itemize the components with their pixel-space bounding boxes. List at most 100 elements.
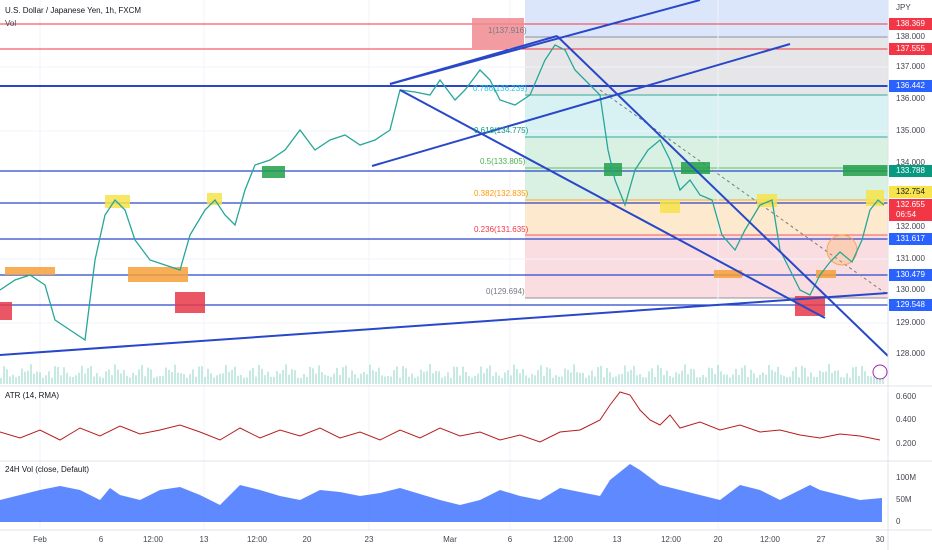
- volume-bar: [354, 374, 356, 384]
- volume-bar: [201, 366, 203, 384]
- volume-bar: [408, 376, 410, 384]
- price-label: 129.548: [896, 300, 925, 309]
- volume-bar: [63, 367, 65, 384]
- volume-bar: [183, 374, 185, 384]
- countdown: 06:54: [896, 210, 917, 219]
- volume-bar: [177, 372, 179, 384]
- volume-bar: [231, 369, 233, 384]
- volume-bar: [75, 375, 77, 384]
- volume-bar: [624, 365, 626, 384]
- volume-bar: [204, 376, 206, 384]
- volume-bar: [315, 373, 317, 384]
- volume-bar: [117, 369, 119, 384]
- price-label: 137.555: [896, 44, 925, 53]
- volume-bar: [243, 377, 245, 384]
- volume-bar: [270, 376, 272, 384]
- volume-bar: [549, 368, 551, 384]
- time-tick: 12:00: [661, 535, 682, 544]
- volume-bar: [855, 366, 857, 384]
- volume-bar: [696, 377, 698, 384]
- time-tick: 13: [613, 535, 622, 544]
- volume-bar: [435, 371, 437, 384]
- volume-bar: [135, 375, 137, 384]
- volume-bar: [15, 377, 17, 384]
- volume-bar: [753, 373, 755, 384]
- volume-bar: [672, 377, 674, 384]
- volume-bar: [411, 373, 413, 384]
- price-tick: 135.000: [896, 126, 925, 135]
- volume-bar: [390, 376, 392, 384]
- price-tick: 132.000: [896, 222, 925, 231]
- price-label: 132.655: [896, 200, 925, 209]
- symbol-title: U.S. Dollar / Japanese Yen, 1h, FXCM: [5, 6, 141, 15]
- volume-bar: [660, 368, 662, 384]
- volume-bar: [9, 376, 11, 384]
- volume-bar: [234, 366, 236, 384]
- price-label-bg: [889, 199, 932, 221]
- volume-bar: [288, 374, 290, 384]
- fib-zones: [525, 0, 888, 299]
- volume-bar: [312, 368, 314, 384]
- volume-bar: [156, 376, 158, 384]
- volume-bar: [381, 375, 383, 384]
- volume-bar: [24, 371, 26, 384]
- volume-bar: [129, 377, 131, 384]
- volume-bar: [456, 366, 458, 384]
- volume-bar: [816, 376, 818, 384]
- volume-bar: [162, 376, 164, 384]
- volume-bar: [531, 374, 533, 384]
- volume-bar: [192, 369, 194, 384]
- price-label-bg: [889, 186, 932, 198]
- time-tick: 12:00: [553, 535, 574, 544]
- time-tick: 13: [200, 535, 209, 544]
- vol24-tick: 50M: [896, 495, 912, 504]
- volume-bar: [93, 376, 95, 384]
- volume-bar: [522, 369, 524, 384]
- volume-bar: [6, 369, 8, 384]
- volume-bar: [36, 371, 38, 384]
- volume-bar: [786, 377, 788, 384]
- volume-bar: [735, 368, 737, 384]
- volume-bar: [51, 377, 53, 384]
- volume-bar: [150, 369, 152, 384]
- volume-bar: [864, 371, 866, 384]
- atr-tick: 0.400: [896, 415, 917, 424]
- volume-bar: [780, 374, 782, 384]
- vol24-tick: 100M: [896, 473, 916, 482]
- volume-bar: [615, 376, 617, 384]
- volume-bar: [705, 377, 707, 384]
- volume-bar: [588, 375, 590, 384]
- volume-bar: [627, 371, 629, 384]
- volume-bar: [795, 366, 797, 384]
- price-tick: 129.000: [896, 318, 925, 327]
- volume-bar: [489, 365, 491, 384]
- volume-bar: [585, 377, 587, 384]
- volume-bar: [714, 374, 716, 384]
- fib-label: 0.382(132.835): [474, 189, 529, 198]
- volume-bar: [396, 366, 398, 384]
- volume-bar: [741, 367, 743, 384]
- volume-bar: [180, 373, 182, 384]
- price-label: 132.754: [896, 187, 925, 196]
- volume-bar: [678, 373, 680, 384]
- alert-icon[interactable]: [872, 364, 888, 380]
- volume-bar: [54, 366, 56, 384]
- volume-bar: [402, 365, 404, 384]
- volume-bar: [633, 365, 635, 384]
- volume-bar: [375, 371, 377, 384]
- volume-bar: [789, 376, 791, 384]
- volume-bar: [597, 366, 599, 384]
- volume-bar: [303, 374, 305, 384]
- volume-bar: [282, 370, 284, 384]
- time-tick: 27: [817, 535, 826, 544]
- volume-bar: [189, 374, 191, 384]
- volume-bar: [57, 367, 59, 384]
- volume-bar: [612, 377, 614, 384]
- volume-bar: [246, 377, 248, 384]
- volume-bar: [681, 370, 683, 384]
- volume-bar: [363, 371, 365, 384]
- volume-bar: [60, 375, 62, 384]
- volume-bar: [0, 378, 2, 384]
- volume-bar: [813, 376, 815, 384]
- price-label: 136.442: [896, 81, 925, 90]
